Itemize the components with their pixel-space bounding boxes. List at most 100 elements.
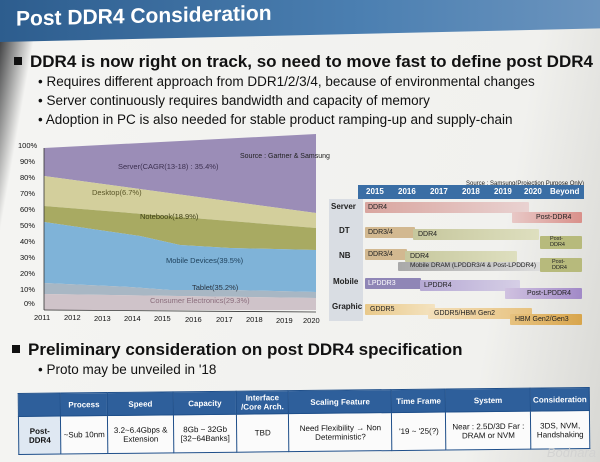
y-tick: 100% [18, 141, 38, 150]
bar-nb-ddr34 [365, 249, 407, 260]
bullet-3-text: Adoption in PC is also needed for stable… [45, 112, 513, 127]
bar-label: GDDR5/HBM Gen2 [434, 310, 496, 317]
roadmap-row-headers [329, 199, 363, 321]
x-tick: 2018 [246, 315, 263, 324]
roadmap-year-header [358, 185, 584, 199]
y-tick: 60% [20, 205, 36, 214]
series-label-server: Server(CAGR(13-18) : 35.4%) [118, 162, 219, 171]
x-tick: 2015 [154, 314, 171, 323]
bullet-1-text: Requires different approach from DDR1/2/… [46, 74, 535, 89]
cell-system: Near : 2.5D/3D Far : DRAM or NVM [445, 411, 532, 451]
series-label-desktop: Desktop(6.7%) [92, 188, 142, 197]
header-cell: Capacity [173, 391, 237, 415]
bar-nb-mobile [398, 262, 542, 271]
year-2015: 2015 [366, 187, 384, 196]
header-cell: Speed [107, 391, 174, 416]
cell-timeframe: '19 ~ '25(?) [391, 412, 447, 451]
server-area [44, 134, 316, 213]
bullet-2: • Server continuously requires bandwidth… [38, 93, 430, 108]
row-mobile: Mobile [333, 277, 359, 286]
consumer-electronics-area [44, 294, 316, 310]
y-tick: 40% [20, 237, 36, 246]
y-tick: 70% [20, 189, 36, 198]
bar-label: LPDDR3 [368, 280, 396, 287]
y-tick: 80% [20, 173, 36, 182]
bar-mobile-post [505, 288, 582, 299]
bar-label: Mobile DRAM (LPDDR3/4 & Post-LPDDR4) [410, 262, 537, 269]
bar-label: DDR4 [410, 253, 430, 260]
x-tick: 2020 [303, 316, 320, 325]
x-tick: 2011 [34, 313, 51, 322]
cell-speed: 3.2~6.4Gbps & Extension [107, 414, 175, 454]
row-header-post-ddr4: Post-DDR4 [18, 416, 62, 455]
bar-label: DDR3/4 [368, 229, 393, 236]
row-nb: NB [339, 251, 351, 260]
header-cell: Scaling Feature [288, 389, 392, 414]
bar-dt-post [540, 236, 582, 249]
bar-label: HBM Gen2/Gen3 [515, 316, 569, 323]
header-cell: System [445, 388, 531, 413]
x-tick: 2016 [185, 315, 202, 324]
section2-bullet: • Proto may be unveiled in '18 [38, 362, 217, 377]
x-tick: 2012 [64, 313, 81, 322]
spec-data-row: Post-DDR4 ~Sub 10nm 3.2~6.4Gbps & Extens… [18, 410, 590, 455]
year-2017: 2017 [430, 187, 448, 196]
x-tick: 2013 [94, 314, 111, 323]
bar-label: DDR3/4 [368, 251, 393, 258]
roadmap-source: Source : Samsung(Projection Purpose Only… [466, 181, 585, 187]
square-bullet-icon [14, 57, 22, 65]
cell-scaling: Need Flexibility → Non Deterministic? [288, 412, 393, 452]
bar-label: Post-DDR4 [536, 214, 572, 221]
row-dt: DT [339, 226, 350, 235]
y-tick: 30% [20, 253, 36, 262]
bullet-1: • Requires different approach from DDR1/… [38, 74, 535, 89]
desktop-area [44, 176, 316, 228]
cell-capacity: 8Gb ~ 32Gb [32~64Banks] [173, 414, 237, 453]
chart-source: Source : Gartner & Samsung [240, 153, 330, 160]
y-tick: 20% [20, 269, 36, 278]
bar-mobile-lpddr3 [365, 278, 421, 289]
section2-heading-text: Preliminary consideration on post DDR4 s… [28, 340, 463, 359]
bar-nb-ddr4 [405, 251, 517, 262]
header-cell: Consideration [530, 387, 590, 412]
bar-label: GDDR5 [370, 306, 395, 313]
year-2019: 2019 [494, 187, 512, 196]
bar-server-ddr4 [365, 202, 529, 213]
bullet-2-text: Server continuously requires bandwidth a… [46, 93, 430, 108]
notebook-area [44, 206, 316, 250]
x-tick: 2017 [216, 315, 233, 324]
y-tick: 50% [20, 221, 36, 230]
bar-dt-ddr34 [365, 227, 415, 238]
y-tick: 90% [20, 157, 36, 166]
year-2020: 2020 [524, 187, 542, 196]
bar-label: Post-LPDDR4 [527, 290, 571, 297]
row-graphic: Graphic [332, 302, 363, 311]
bar-server-post [512, 212, 582, 223]
series-label-notebook: Notebook(18.9%) [140, 212, 199, 221]
section2-bullet-text: Proto may be unveiled in '18 [46, 362, 217, 377]
bar-label: DDR4 [418, 231, 438, 238]
cell-interface: TBD [236, 413, 290, 453]
mobile-area [44, 222, 316, 292]
bar-label: Post-DDR4 [550, 236, 565, 248]
cell-consideration: 3DS, NVM, Handshaking [530, 410, 590, 450]
year-beyond: Beyond [550, 187, 580, 196]
bar-nb-post [540, 258, 582, 272]
spec-table: Process Speed Capacity Interface /Core A… [18, 387, 591, 455]
section1-heading: DDR4 is now right on track, so need to m… [14, 52, 593, 72]
bar-graphic-hbm2 [428, 308, 532, 319]
bar-dt-ddr4 [413, 229, 539, 240]
bullet-3: • Adoption in PC is also needed for stab… [38, 112, 513, 127]
bar-label: Post-DDR4 [552, 259, 567, 271]
header-cell: Interface /Core Arch. [236, 390, 289, 415]
header-cell: Time Frame [391, 389, 446, 413]
series-label-mobile: Mobile Devices(39.5%) [166, 256, 244, 265]
x-tick: 2019 [276, 316, 293, 325]
section1-heading-text: DDR4 is now right on track, so need to m… [30, 52, 593, 71]
year-2018: 2018 [462, 187, 480, 196]
cell-process: ~Sub 10nm [60, 415, 108, 455]
header-cell [18, 393, 61, 417]
bar-graphic-gddr5 [365, 304, 435, 315]
